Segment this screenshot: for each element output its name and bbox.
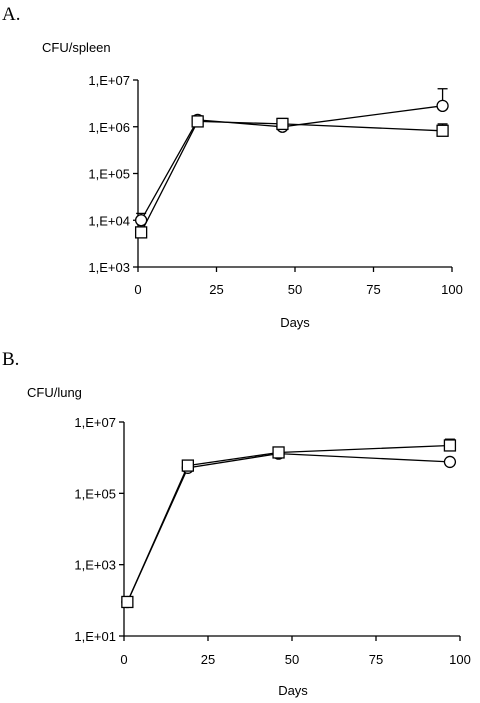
panel-b-x-axis-label: Days [278, 683, 308, 698]
panel-a-series-square-point [436, 124, 449, 137]
panel-b-series-square-point [121, 595, 134, 609]
panel-b-x-tick-label: 25 [201, 652, 215, 667]
panel-b-series-circle-line [126, 452, 450, 603]
panel-a-y-tick-label: 1,E+03 [88, 260, 130, 275]
panel-b-y-tick-label: 1,E+07 [74, 415, 116, 430]
panel-a-y-tick-label: 1,E+06 [88, 120, 130, 135]
panel-a-series-square-point [276, 117, 289, 131]
panel-b-y-tick-label: 1,E+01 [74, 629, 116, 644]
panel-a-x-axis-label: Days [280, 315, 310, 330]
panel-b-x-tick-label: 100 [449, 652, 471, 667]
panel-a-series-square-point [134, 226, 148, 239]
panel-b-series-square-line [126, 444, 450, 603]
panel-b-x-tick-label: 0 [120, 652, 127, 667]
panel-a-series-circle-point [134, 214, 148, 227]
panel-b-plot: 1,E+01 1,E+03 1,E+05 1,E+07 0 25 50 75 100 [74, 415, 470, 667]
panel-a-series-circle-line [140, 105, 443, 221]
panel-b-x-tick-label: 75 [369, 652, 383, 667]
panel-b-y-axis-label: CFU/lung [27, 385, 82, 400]
panel-b-x-tick-label: 50 [285, 652, 299, 667]
panel-a-y-tick-label: 1,E+04 [88, 213, 130, 228]
panel-a-plot: 1,E+03 1,E+04 1,E+05 1,E+06 1,E+07 0 25 50 75 100 [88, 73, 462, 297]
panel-a-x-tick-label: 0 [134, 282, 141, 297]
panel-a-x-tick-label: 75 [366, 282, 380, 297]
panel-a-x-tick-label: 50 [288, 282, 302, 297]
panel-a-x-tick-label: 100 [441, 282, 463, 297]
panel-a-label: A. [2, 4, 20, 25]
panel-b-y-tick-label: 1,E+05 [74, 486, 116, 501]
panel-b-series-square-point [181, 459, 194, 472]
panel-a-y-tick-label: 1,E+05 [88, 167, 130, 182]
panel-b-label: B. [2, 349, 19, 370]
panel-a-series-square-line [140, 120, 443, 233]
panel-b-series-square-point [443, 439, 457, 452]
panel-b-y-tick-label: 1,E+03 [74, 558, 116, 573]
panel-a-y-tick-label: 1,E+07 [88, 73, 130, 88]
panel-a-series-circle-point [436, 99, 449, 112]
panel-a-series-square-point [191, 115, 204, 128]
panel-b-series-circle-point [443, 455, 457, 469]
panel-b-series-square-point [272, 446, 285, 459]
panel-a-y-axis-label: CFU/spleen [42, 40, 111, 55]
panel-a-x-tick-label: 25 [209, 282, 223, 297]
